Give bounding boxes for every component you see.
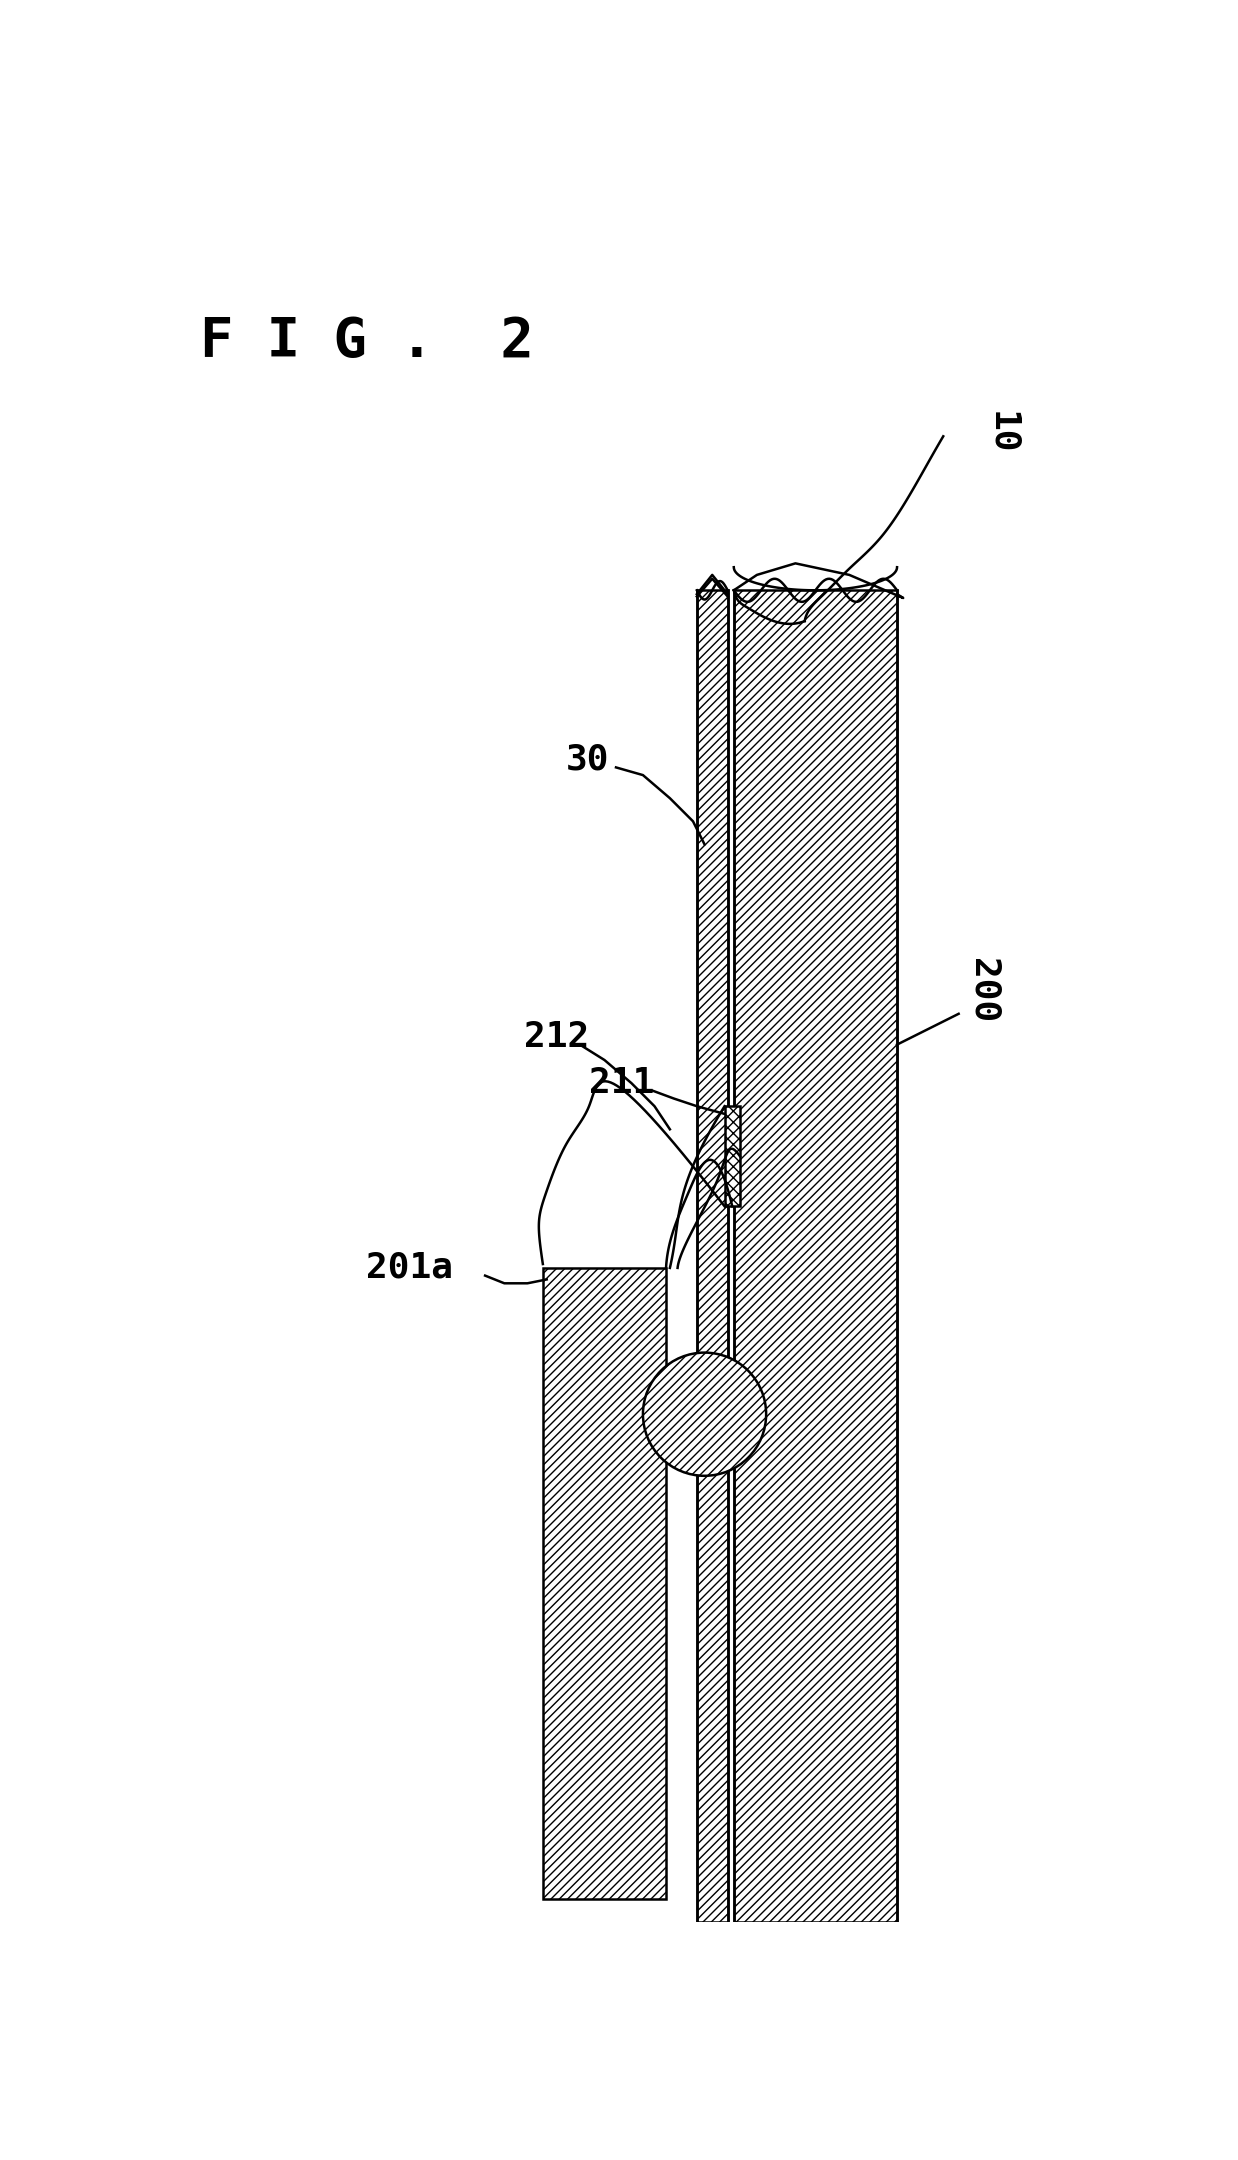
Text: 30: 30 — [566, 743, 609, 778]
Text: 200: 200 — [967, 959, 1000, 1024]
Bar — [542, 1268, 666, 1899]
Text: 212: 212 — [524, 1020, 589, 1054]
Bar — [724, 1106, 740, 1205]
Text: 211: 211 — [589, 1067, 655, 1099]
Circle shape — [643, 1352, 766, 1475]
Bar — [734, 590, 898, 1922]
Text: 201a: 201a — [365, 1251, 453, 1285]
Bar — [697, 590, 728, 1922]
Text: F I G .  2: F I G . 2 — [201, 315, 534, 367]
Bar — [724, 1106, 740, 1205]
Text: 10: 10 — [985, 410, 1020, 454]
